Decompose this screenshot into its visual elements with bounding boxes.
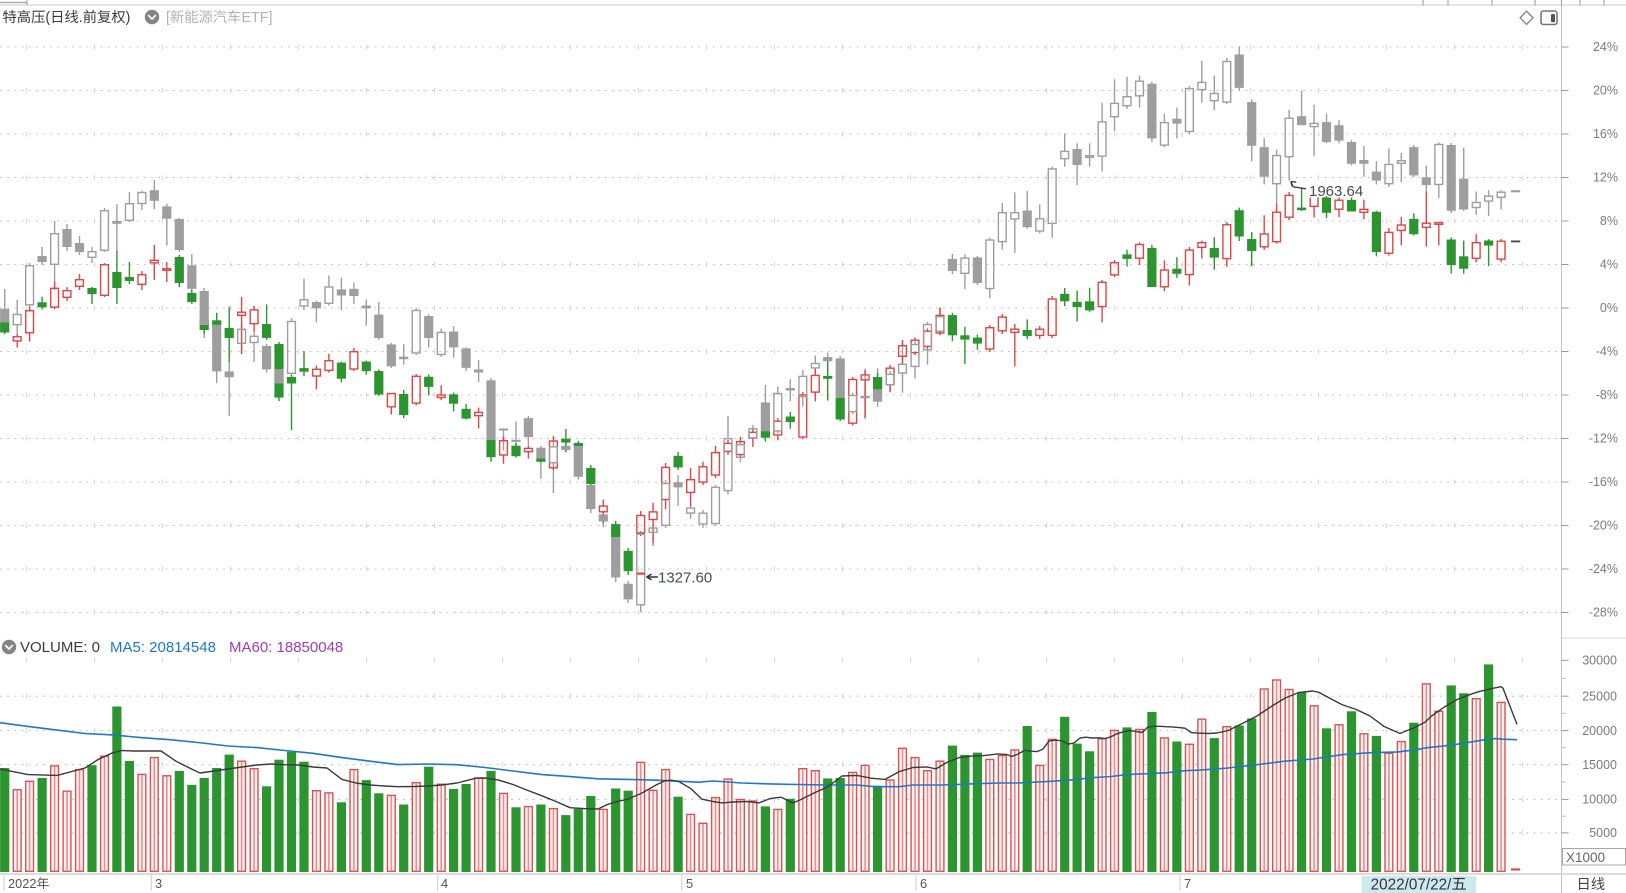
svg-text:5: 5 [686, 876, 693, 891]
svg-text:.: . [79, 10, 83, 26]
svg-text:10000: 10000 [1582, 793, 1617, 807]
svg-text:): ) [126, 10, 131, 26]
svg-text:8%: 8% [1600, 214, 1618, 228]
svg-text:25000: 25000 [1582, 689, 1617, 703]
svg-text:[: [ [166, 10, 170, 26]
svg-text:20%: 20% [1593, 84, 1618, 98]
svg-text:2022/07/22/: 2022/07/22/ [1371, 876, 1453, 893]
svg-text:1963.64: 1963.64 [1309, 183, 1363, 200]
svg-text:15000: 15000 [1582, 758, 1617, 772]
svg-text:MA60: 18850048: MA60: 18850048 [229, 639, 343, 656]
svg-text:3: 3 [155, 876, 162, 891]
svg-text:24%: 24% [1593, 40, 1618, 54]
svg-text:(: ( [45, 10, 50, 26]
svg-text:VOLUME: 0: VOLUME: 0 [20, 639, 100, 656]
svg-text:0%: 0% [1600, 301, 1618, 315]
svg-text:-28%: -28% [1589, 606, 1618, 620]
svg-text:12%: 12% [1593, 171, 1618, 185]
svg-text:4: 4 [441, 876, 448, 891]
svg-text:-24%: -24% [1589, 562, 1618, 576]
svg-text:MA5: 20814548: MA5: 20814548 [110, 639, 216, 656]
svg-text:6: 6 [920, 876, 927, 891]
svg-text:30000: 30000 [1582, 654, 1617, 668]
svg-text:X1000: X1000 [1566, 850, 1605, 865]
svg-text:-4%: -4% [1596, 345, 1618, 359]
svg-text:2022: 2022 [8, 876, 37, 891]
svg-text:4%: 4% [1600, 258, 1618, 272]
svg-text:-12%: -12% [1589, 432, 1618, 446]
svg-text:20000: 20000 [1582, 724, 1617, 738]
svg-text:-16%: -16% [1589, 475, 1618, 489]
svg-text:-20%: -20% [1589, 519, 1618, 533]
svg-text:-8%: -8% [1596, 388, 1618, 402]
svg-text:ETF]: ETF] [242, 10, 273, 26]
svg-text:1327.60: 1327.60 [658, 570, 712, 587]
svg-text:16%: 16% [1593, 127, 1618, 141]
svg-text:7: 7 [1184, 876, 1191, 891]
svg-text:5000: 5000 [1589, 826, 1617, 840]
